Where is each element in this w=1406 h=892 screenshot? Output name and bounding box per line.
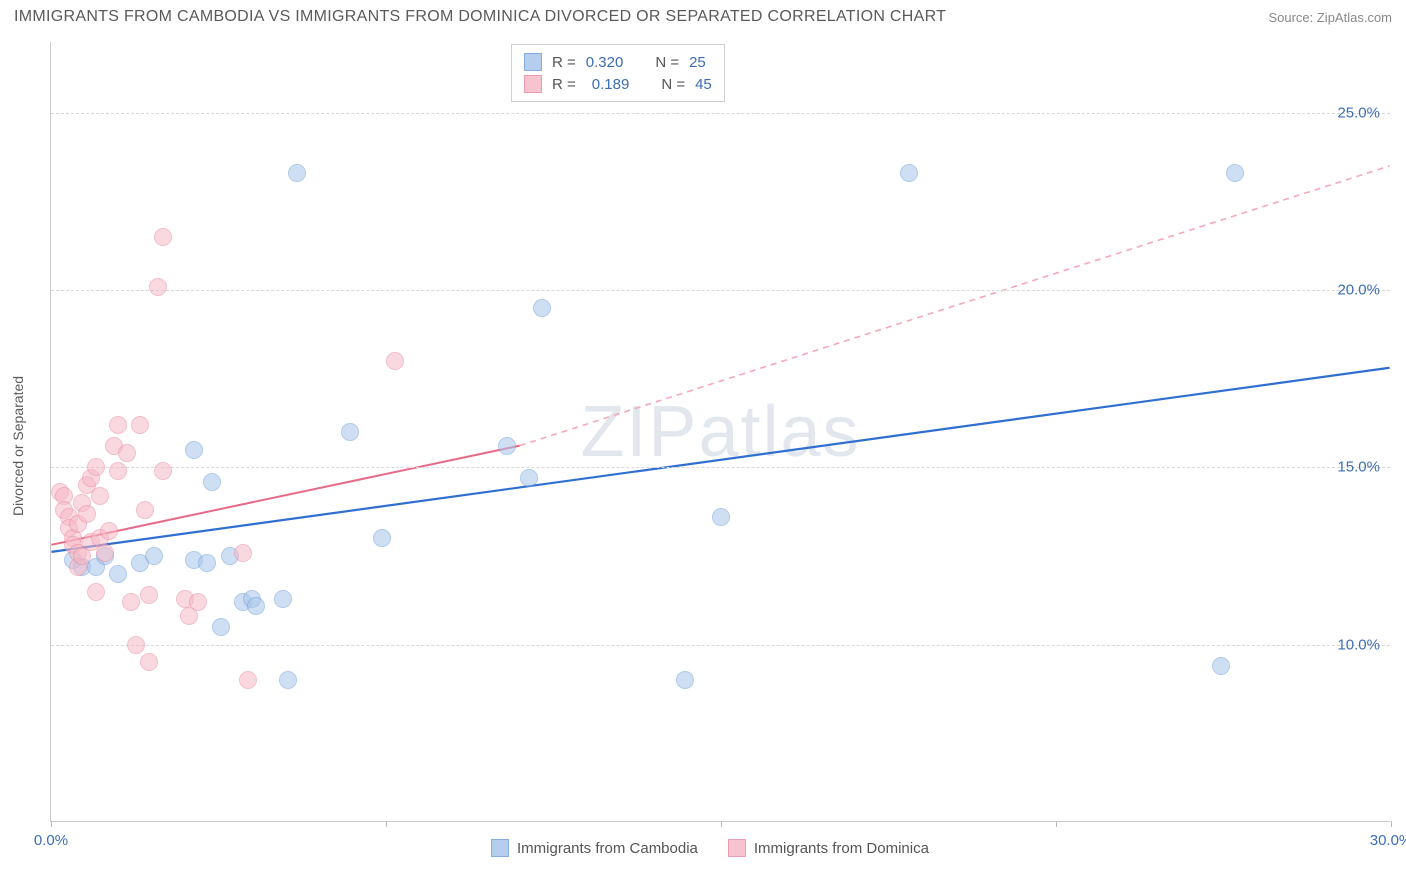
x-tick-mark (721, 821, 722, 827)
data-point-dominica (96, 544, 114, 562)
data-point-dominica (140, 586, 158, 604)
y-tick-label: 25.0% (1337, 104, 1380, 121)
data-point-cambodia (1212, 657, 1230, 675)
data-point-dominica (109, 462, 127, 480)
data-point-dominica (154, 462, 172, 480)
x-tick-mark (1056, 821, 1057, 827)
data-point-dominica (122, 593, 140, 611)
x-tick-mark (51, 821, 52, 827)
data-point-cambodia (185, 441, 203, 459)
swatch-dominica-2 (728, 839, 746, 857)
data-point-dominica (118, 444, 136, 462)
y-tick-label: 10.0% (1337, 636, 1380, 653)
data-point-dominica (87, 583, 105, 601)
data-point-dominica (386, 352, 404, 370)
legend-series: Immigrants from Cambodia Immigrants from… (491, 839, 929, 857)
x-tick-label: 0.0% (34, 832, 68, 849)
data-point-cambodia (676, 671, 694, 689)
r-label-dominica: R = (552, 76, 576, 93)
data-point-cambodia (288, 164, 306, 182)
legend-item-cambodia: Immigrants from Cambodia (491, 839, 698, 857)
data-point-cambodia (533, 299, 551, 317)
x-tick-label: 30.0% (1370, 832, 1406, 849)
n-value-cambodia: 25 (689, 54, 706, 71)
swatch-dominica (524, 75, 542, 93)
trend-lines-svg (51, 42, 1390, 821)
data-point-dominica (154, 228, 172, 246)
data-point-dominica (127, 636, 145, 654)
data-point-dominica (78, 505, 96, 523)
data-point-cambodia (712, 508, 730, 526)
data-point-dominica (91, 487, 109, 505)
x-tick-mark (1391, 821, 1392, 827)
gridline-h (51, 467, 1390, 468)
data-point-dominica (109, 416, 127, 434)
data-point-dominica (100, 522, 118, 540)
watermark: ZIPatlas (580, 391, 860, 473)
legend-item-dominica: Immigrants from Dominica (728, 839, 929, 857)
data-point-dominica (234, 544, 252, 562)
swatch-cambodia (524, 53, 542, 71)
data-point-cambodia (274, 590, 292, 608)
watermark-atlas: atlas (698, 392, 860, 472)
data-point-cambodia (109, 565, 127, 583)
data-point-cambodia (279, 671, 297, 689)
source-label: Source: ZipAtlas.com (1268, 10, 1392, 25)
data-point-dominica (239, 671, 257, 689)
legend-row-cambodia: R = 0.320 N = 25 (524, 51, 712, 73)
data-point-dominica (136, 501, 154, 519)
gridline-h (51, 290, 1390, 291)
gridline-h (51, 113, 1390, 114)
n-label-cambodia: N = (655, 54, 679, 71)
data-point-cambodia (498, 437, 516, 455)
data-point-cambodia (373, 529, 391, 547)
series-label-dominica: Immigrants from Dominica (754, 840, 929, 857)
r-value-cambodia: 0.320 (586, 54, 624, 71)
data-point-cambodia (1226, 164, 1244, 182)
data-point-cambodia (247, 597, 265, 615)
y-tick-label: 15.0% (1337, 459, 1380, 476)
chart-title: IMMIGRANTS FROM CAMBODIA VS IMMIGRANTS F… (14, 8, 946, 26)
data-point-dominica (189, 593, 207, 611)
series-label-cambodia: Immigrants from Cambodia (517, 840, 698, 857)
watermark-zip: ZIP (580, 392, 698, 472)
swatch-cambodia-2 (491, 839, 509, 857)
data-point-dominica (149, 278, 167, 296)
data-point-cambodia (145, 547, 163, 565)
data-point-dominica (131, 416, 149, 434)
legend-correlation: R = 0.320 N = 25 R = 0.189 N = 45 (511, 44, 725, 102)
x-tick-mark (386, 821, 387, 827)
y-axis-label: Divorced or Separated (10, 376, 26, 516)
data-point-cambodia (900, 164, 918, 182)
data-point-cambodia (198, 554, 216, 572)
y-tick-label: 20.0% (1337, 282, 1380, 299)
data-point-cambodia (520, 469, 538, 487)
gridline-h (51, 645, 1390, 646)
data-point-cambodia (203, 473, 221, 491)
r-label-cambodia: R = (552, 54, 576, 71)
n-value-dominica: 45 (695, 76, 712, 93)
data-point-dominica (87, 458, 105, 476)
data-point-cambodia (341, 423, 359, 441)
legend-row-dominica: R = 0.189 N = 45 (524, 73, 712, 95)
n-label-dominica: N = (661, 76, 685, 93)
r-value-dominica: 0.189 (586, 76, 630, 93)
data-point-dominica (140, 653, 158, 671)
chart-plot-area: ZIPatlas R = 0.320 N = 25 R = 0.189 N = … (50, 42, 1390, 822)
data-point-cambodia (212, 618, 230, 636)
